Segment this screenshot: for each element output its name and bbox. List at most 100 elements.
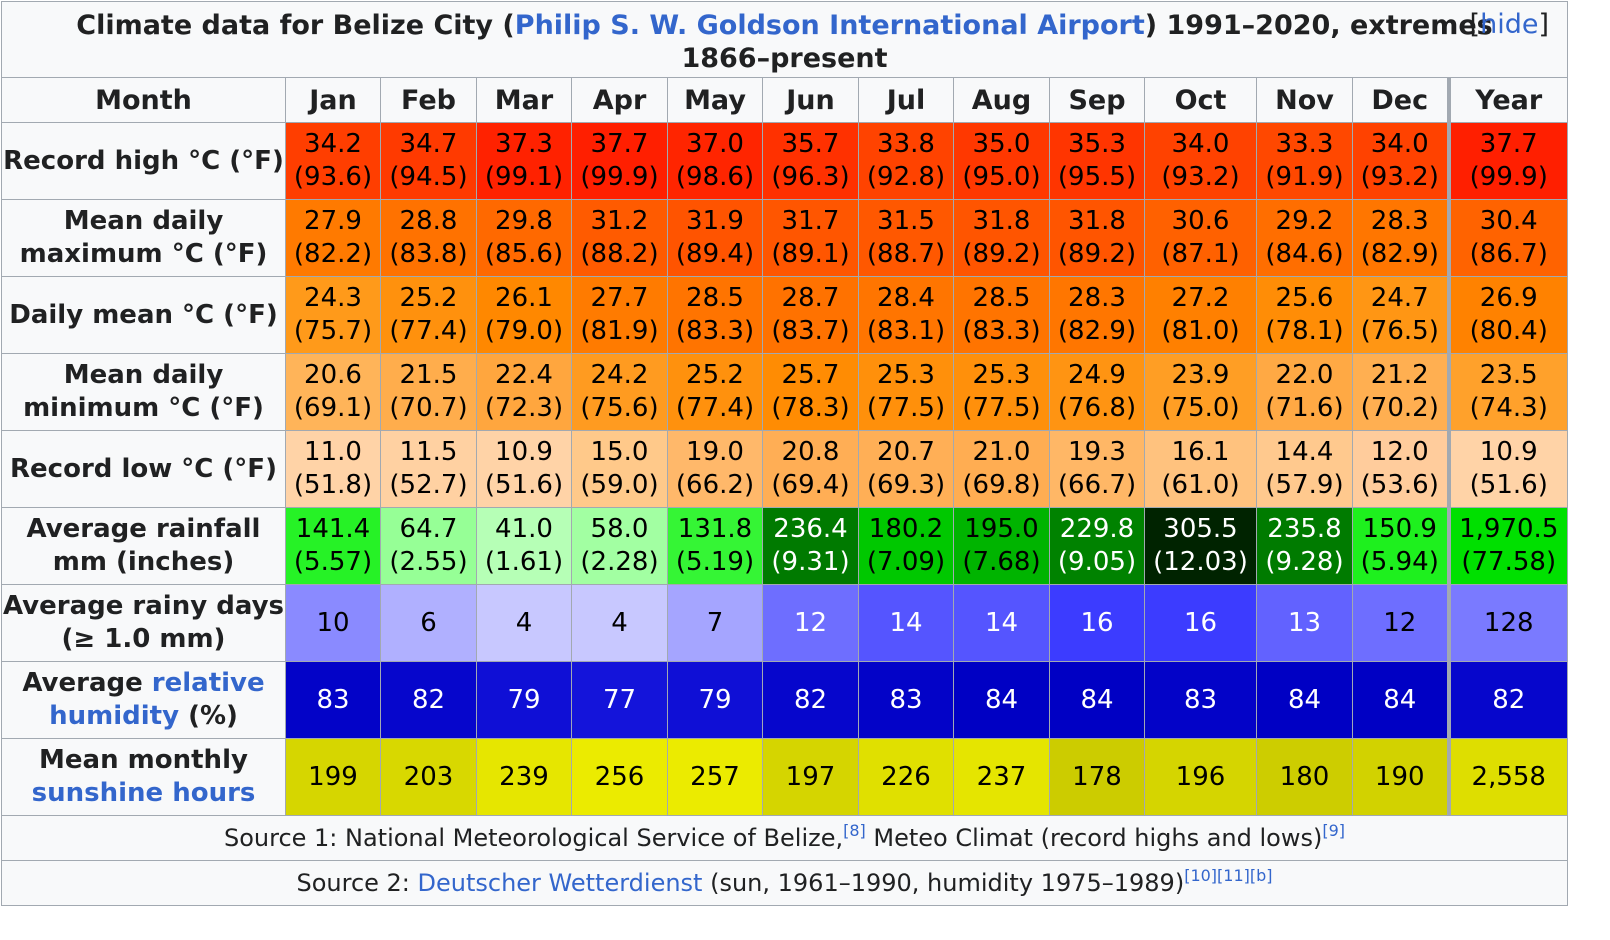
- data-cell: 190: [1352, 738, 1449, 816]
- data-cell: 16.1 (61.0): [1144, 430, 1257, 508]
- data-cell: 20.6 (69.1): [285, 353, 381, 431]
- hide-link[interactable]: hide: [1480, 9, 1539, 40]
- data-cell: 235.8 (9.28): [1256, 507, 1353, 585]
- month-header-feb: Feb: [380, 77, 477, 123]
- data-cell: 31.2 (88.2): [571, 199, 668, 277]
- data-cell: 28.5 (83.3): [667, 276, 763, 354]
- data-cell: 131.8 (5.19): [667, 507, 763, 585]
- data-cell: 79: [476, 661, 572, 739]
- source-2: Source 2: Deutscher Wetterdienst (sun, 1…: [1, 860, 1568, 906]
- data-cell: 83: [1144, 661, 1257, 739]
- data-cell: 7: [667, 584, 763, 662]
- row-label: Average rainy days (≥ 1.0 mm): [1, 584, 286, 662]
- data-cell: 26.1 (79.0): [476, 276, 572, 354]
- data-cell: 79: [667, 661, 763, 739]
- row-label: Record high °C (°F): [1, 122, 286, 200]
- data-cell: 27.7 (81.9): [571, 276, 668, 354]
- data-cell: 24.3 (75.7): [285, 276, 381, 354]
- data-cell: 24.9 (76.8): [1049, 353, 1145, 431]
- data-cell: 37.0 (98.6): [667, 122, 763, 200]
- data-cell: 229.8 (9.05): [1049, 507, 1145, 585]
- data-cell: 226: [858, 738, 954, 816]
- year-header: Year: [1446, 77, 1568, 123]
- data-cell: 21.5 (70.7): [380, 353, 477, 431]
- month-header-jul: Jul: [858, 77, 954, 123]
- data-cell: 33.8 (92.8): [858, 122, 954, 200]
- data-cell: 28.4 (83.1): [858, 276, 954, 354]
- data-cell: 4: [476, 584, 572, 662]
- hide-toggle: [hide]: [1469, 9, 1549, 40]
- data-cell: 35.3 (95.5): [1049, 122, 1145, 200]
- table-row: Average rainy days (≥ 1.0 mm) 10 6 4 4 7 12 14 1…: [1, 584, 1568, 662]
- table-row: Average relative humidity (%) 83 82 79 77 79 8…: [1, 661, 1568, 739]
- month-header-may: May: [667, 77, 763, 123]
- data-cell: 11.0 (51.8): [285, 430, 381, 508]
- data-cell: 19.0 (66.2): [667, 430, 763, 508]
- data-cell: 31.5 (88.7): [858, 199, 954, 277]
- row-label: Average relative humidity (%): [1, 661, 286, 739]
- row-label: Record low °C (°F): [1, 430, 286, 508]
- data-cell: 37.3 (99.1): [476, 122, 572, 200]
- data-cell: 24.2 (75.6): [571, 353, 668, 431]
- data-cell: 28.3 (82.9): [1352, 199, 1449, 277]
- data-cell: 21.0 (69.8): [953, 430, 1050, 508]
- row-label: Mean daily maximum °C (°F): [1, 199, 286, 277]
- month-header-mar: Mar: [476, 77, 572, 123]
- data-cell: 23.5 (74.3): [1446, 353, 1568, 431]
- ref-8-link[interactable]: [8]: [843, 821, 866, 840]
- data-cell: 12: [1352, 584, 1449, 662]
- data-cell: 84: [1049, 661, 1145, 739]
- data-cell: 25.3 (77.5): [858, 353, 954, 431]
- ref-9-link[interactable]: [9]: [1322, 821, 1346, 840]
- data-cell: 30.6 (87.1): [1144, 199, 1257, 277]
- data-cell: 2,558: [1446, 738, 1568, 816]
- airport-link[interactable]: Philip S. W. Goldson International Airpo…: [514, 9, 1145, 41]
- row-label-link[interactable]: sunshine hours: [31, 778, 256, 808]
- ref-10-11-b-link[interactable]: [10][11][b]: [1184, 866, 1273, 885]
- data-cell: 58.0 (2.28): [571, 507, 668, 585]
- data-cell: 83: [285, 661, 381, 739]
- data-cell: 29.8 (85.6): [476, 199, 572, 277]
- data-cell: 35.7 (96.3): [762, 122, 859, 200]
- data-cell: 84: [953, 661, 1050, 739]
- data-cell: 41.0 (1.61): [476, 507, 572, 585]
- month-header-aug: Aug: [953, 77, 1050, 123]
- data-cell: 4: [571, 584, 668, 662]
- caption-title: Climate data for Belize City (Philip S. …: [76, 9, 1493, 74]
- data-cell: 22.4 (72.3): [476, 353, 572, 431]
- data-cell: 25.2 (77.4): [667, 353, 763, 431]
- data-cell: 178: [1049, 738, 1145, 816]
- data-cell: 11.5 (52.7): [380, 430, 477, 508]
- data-cell: 35.0 (95.0): [953, 122, 1050, 200]
- table-row: Record high °C (°F) 34.2 (93.6) 34.7 (94.5) 3…: [1, 122, 1568, 200]
- data-cell: 25.2 (77.4): [380, 276, 477, 354]
- source-1: Source 1: National Meteorological Servic…: [1, 815, 1568, 861]
- month-header-oct: Oct: [1144, 77, 1257, 123]
- table-row: Daily mean °C (°F) 24.3 (75.7) 25.2 (77.4) 26…: [1, 276, 1568, 354]
- month-header-sep: Sep: [1049, 77, 1145, 123]
- data-cell: 34.0 (93.2): [1144, 122, 1257, 200]
- data-cell: 25.7 (78.3): [762, 353, 859, 431]
- data-cell: 34.2 (93.6): [285, 122, 381, 200]
- data-cell: 27.2 (81.0): [1144, 276, 1257, 354]
- data-cell: 236.4 (9.31): [762, 507, 859, 585]
- data-cell: 25.6 (78.1): [1256, 276, 1353, 354]
- data-cell: 31.8 (89.2): [1049, 199, 1145, 277]
- data-cell: 239: [476, 738, 572, 816]
- data-cell: 237: [953, 738, 1050, 816]
- row-label-link[interactable]: relative humidity: [49, 668, 265, 731]
- table-row: Mean monthly sunshine hours 199 203 239 256 2…: [1, 738, 1568, 816]
- data-cell: 180.2 (7.09): [858, 507, 954, 585]
- data-cell: 84: [1256, 661, 1353, 739]
- data-cell: 180: [1256, 738, 1353, 816]
- data-cell: 21.2 (70.2): [1352, 353, 1449, 431]
- month-header-apr: Apr: [571, 77, 668, 123]
- dwd-link[interactable]: Deutscher Wetterdienst: [417, 869, 703, 897]
- data-cell: 257: [667, 738, 763, 816]
- data-cell: 28.5 (83.3): [953, 276, 1050, 354]
- table-row: Mean daily minimum °C (°F) 20.6 (69.1) 21.5…: [1, 353, 1568, 431]
- data-cell: 25.3 (77.5): [953, 353, 1050, 431]
- data-cell: 82: [380, 661, 477, 739]
- data-cell: 6: [380, 584, 477, 662]
